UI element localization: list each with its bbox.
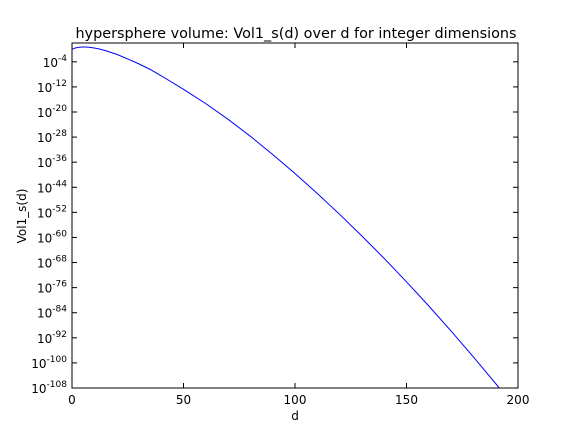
y-tick-label: 10-44 bbox=[37, 179, 67, 195]
y-tick-label: 10-108 bbox=[31, 380, 67, 396]
y-tick-label: 10-76 bbox=[37, 280, 67, 296]
y-tick-label: 10-100 bbox=[31, 355, 67, 371]
x-tick-label: 100 bbox=[284, 393, 307, 407]
y-tick-label: 10-36 bbox=[37, 154, 67, 170]
y-axis-label: Vol1_s(d) bbox=[15, 189, 29, 244]
series-line-0 bbox=[72, 46, 500, 388]
x-axis-label: d bbox=[291, 409, 299, 423]
y-tick-label: 10-4 bbox=[43, 54, 68, 70]
y-tick-label: 10-20 bbox=[37, 104, 67, 120]
y-tick-label: 10-60 bbox=[37, 229, 67, 245]
y-tick-label: 10-68 bbox=[37, 255, 67, 271]
x-tick-label: 200 bbox=[507, 393, 530, 407]
chart-title: hypersphere volume: Vol1_s(d) over d for… bbox=[75, 26, 516, 42]
y-tick-label: 10-28 bbox=[37, 129, 67, 145]
y-tick-label: 10-92 bbox=[37, 330, 67, 346]
x-tick-label: 150 bbox=[395, 393, 418, 407]
y-tick-label: 10-12 bbox=[37, 79, 67, 95]
y-tick-label: 10-52 bbox=[37, 204, 67, 220]
x-tick-label: 0 bbox=[68, 393, 76, 407]
x-tick-label: 50 bbox=[176, 393, 191, 407]
plot-frame bbox=[71, 42, 519, 389]
y-tick-label: 10-84 bbox=[37, 305, 67, 321]
